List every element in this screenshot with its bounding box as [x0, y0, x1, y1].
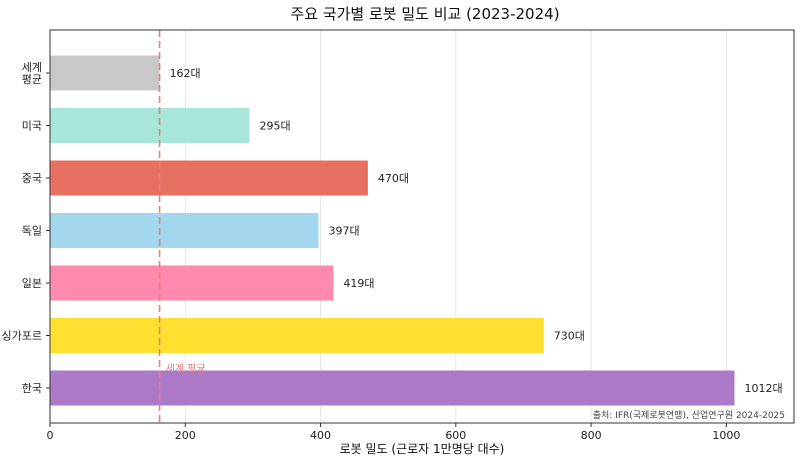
bar-value-label: 397대: [329, 225, 360, 238]
bar-value-label: 295대: [260, 120, 291, 133]
bar: [50, 108, 250, 143]
reference-line-group: 세계 평균: [158, 30, 206, 423]
source-annotation: 출처: IFR(국제로봇연맹), 산업연구원 2024-2025: [593, 409, 785, 421]
y-category-label: 일본: [22, 276, 42, 290]
chart-title: 주요 국가별 로봇 밀도 비교 (2023-2024): [290, 5, 559, 23]
bar: [50, 318, 544, 353]
bar-value-label: 730대: [554, 330, 585, 343]
bar-value-label: 162대: [170, 67, 201, 80]
x-tick-label: 400: [310, 429, 331, 442]
y-category-label: 한국: [22, 382, 42, 395]
bar: [50, 55, 160, 91]
bar-value-label: 419대: [343, 277, 374, 290]
x-tick-label: 800: [581, 429, 602, 442]
bars: 162대 295대 470대 397대 419대 730대 1012대: [50, 55, 783, 406]
x-axis-title: 로봇 밀도 (근로자 1만명당 대수): [340, 442, 505, 456]
x-tick-label: 1000: [712, 429, 740, 442]
bar-value-label: 1012대: [744, 382, 782, 395]
bar: [50, 265, 334, 301]
bar: [50, 160, 368, 196]
bar: [50, 213, 319, 248]
x-tick-label: 0: [47, 429, 54, 442]
x-tick-label: 600: [445, 429, 466, 442]
y-category-label: 미국: [22, 120, 42, 133]
y-category-label: 세계 평균: [22, 61, 42, 86]
y-category-label: 독일: [22, 224, 42, 238]
plot-frame: [49, 29, 795, 424]
reference-line-label: 세계 평균: [166, 363, 206, 375]
y-category-label: 싱가포르: [2, 330, 42, 343]
bar-value-label: 470대: [378, 172, 409, 185]
x-tick-label: 200: [175, 429, 196, 442]
bar: [50, 370, 735, 406]
y-category-label: 중국: [22, 172, 42, 185]
